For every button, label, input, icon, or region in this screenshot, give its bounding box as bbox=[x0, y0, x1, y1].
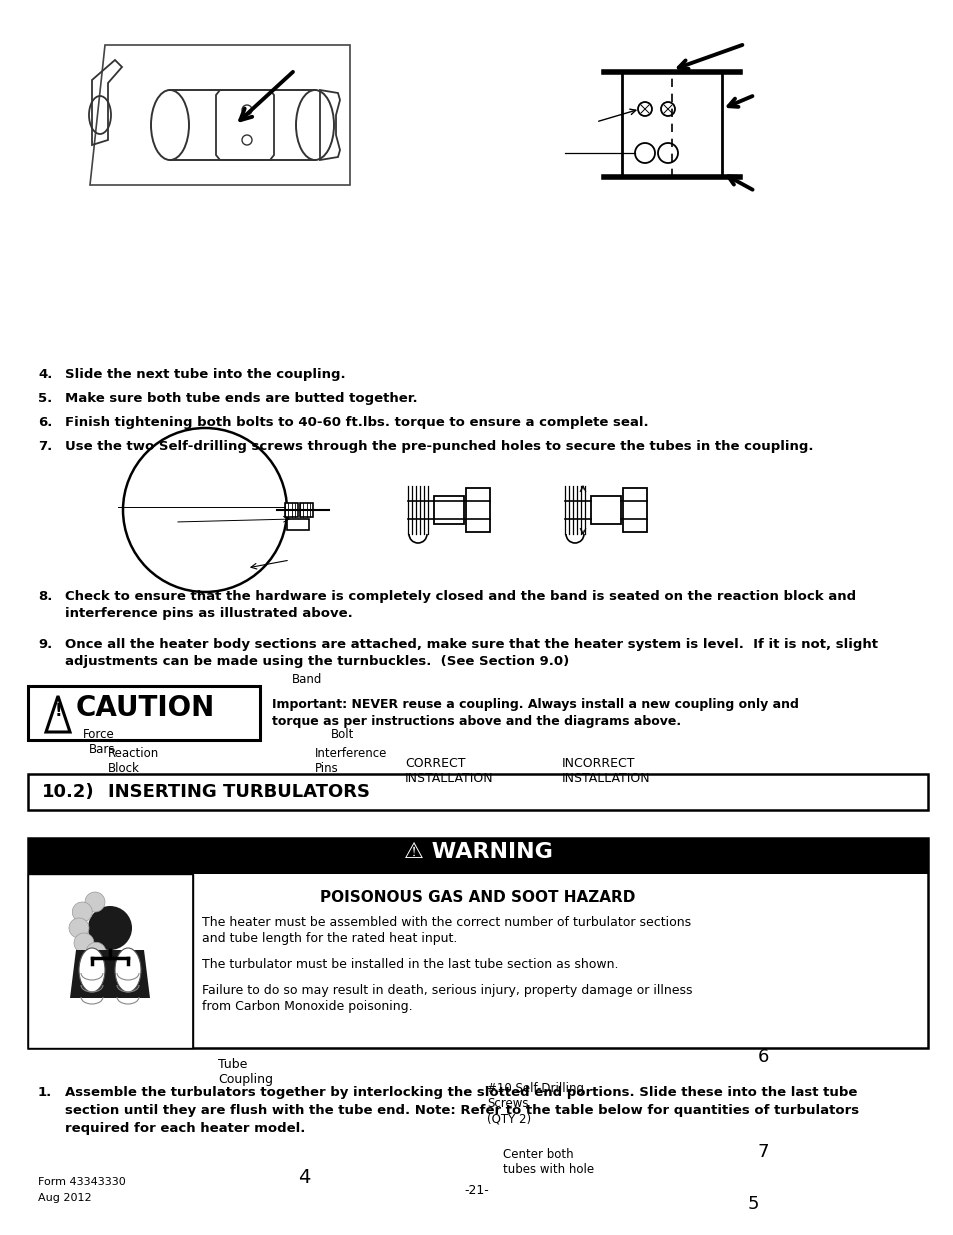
Text: 7: 7 bbox=[758, 1144, 769, 1161]
Circle shape bbox=[74, 932, 94, 953]
Text: Form 43343330: Form 43343330 bbox=[38, 1177, 126, 1187]
Text: Interference
Pins: Interference Pins bbox=[314, 747, 387, 776]
Text: Reaction
Block: Reaction Block bbox=[108, 747, 159, 776]
Bar bbox=[621, 72, 721, 177]
Text: INCORRECT
INSTALLATION: INCORRECT INSTALLATION bbox=[561, 757, 650, 785]
Text: -21-: -21- bbox=[464, 1184, 489, 1197]
Text: torque as per instructions above and the diagrams above.: torque as per instructions above and the… bbox=[272, 715, 680, 727]
Circle shape bbox=[86, 942, 106, 962]
Text: POISONOUS GAS AND SOOT HAZARD: POISONOUS GAS AND SOOT HAZARD bbox=[320, 890, 635, 905]
Text: 1.: 1. bbox=[38, 1086, 52, 1099]
Text: Use the two Self-drilling screws through the pre-punched holes to secure the tub: Use the two Self-drilling screws through… bbox=[65, 440, 813, 453]
Text: CORRECT
INSTALLATION: CORRECT INSTALLATION bbox=[405, 757, 493, 785]
Text: !: ! bbox=[54, 701, 62, 720]
Text: 9.: 9. bbox=[38, 638, 52, 651]
Text: 5.: 5. bbox=[38, 391, 52, 405]
Bar bbox=[28, 685, 260, 740]
Text: Once all the heater body sections are attached, make sure that the heater system: Once all the heater body sections are at… bbox=[65, 638, 877, 651]
Text: and tube length for the rated heat input.: and tube length for the rated heat input… bbox=[202, 932, 456, 945]
Ellipse shape bbox=[79, 948, 105, 992]
Bar bbox=[28, 874, 193, 1049]
Text: adjustments can be made using the turnbuckles.  (See Section 9.0): adjustments can be made using the turnbu… bbox=[65, 655, 569, 668]
Text: 6: 6 bbox=[758, 1049, 768, 1066]
Text: from Carbon Monoxide poisoning.: from Carbon Monoxide poisoning. bbox=[202, 1000, 413, 1013]
Bar bbox=[590, 496, 620, 524]
Text: Band: Band bbox=[292, 673, 322, 685]
Bar bbox=[28, 774, 927, 810]
Text: Slide the next tube into the coupling.: Slide the next tube into the coupling. bbox=[65, 368, 345, 382]
Text: 6.: 6. bbox=[38, 416, 52, 429]
Polygon shape bbox=[70, 950, 150, 998]
Circle shape bbox=[69, 918, 89, 939]
Bar bbox=[465, 488, 490, 532]
Bar bbox=[434, 496, 463, 524]
Bar bbox=[622, 488, 646, 532]
Text: 10.2): 10.2) bbox=[42, 783, 94, 802]
Text: 8.: 8. bbox=[38, 590, 52, 603]
Text: The turbulator must be installed in the last tube section as shown.: The turbulator must be installed in the … bbox=[202, 958, 618, 971]
Bar bbox=[28, 839, 927, 874]
Text: The heater must be assembled with the correct number of turbulator sections: The heater must be assembled with the co… bbox=[202, 916, 690, 929]
Text: 5: 5 bbox=[747, 1195, 759, 1213]
Text: Important: NEVER reuse a coupling. Always install a new coupling only and: Important: NEVER reuse a coupling. Alway… bbox=[272, 698, 798, 711]
Circle shape bbox=[85, 892, 105, 911]
Text: Center both
tubes with hole: Center both tubes with hole bbox=[502, 1149, 594, 1176]
Text: Tube
Coupling: Tube Coupling bbox=[218, 1058, 273, 1086]
Bar bbox=[28, 839, 927, 1049]
Text: Aug 2012: Aug 2012 bbox=[38, 1193, 91, 1203]
Bar bbox=[287, 519, 309, 530]
Text: interference pins as illustrated above.: interference pins as illustrated above. bbox=[65, 606, 353, 620]
Text: 7.: 7. bbox=[38, 440, 52, 453]
Bar bbox=[285, 503, 297, 517]
Text: #10 Self-Drilling
Screws
(QTY 2): #10 Self-Drilling Screws (QTY 2) bbox=[486, 1082, 583, 1125]
Text: Force
Bars: Force Bars bbox=[83, 727, 115, 756]
Text: Make sure both tube ends are butted together.: Make sure both tube ends are butted toge… bbox=[65, 391, 417, 405]
Text: Assemble the turbulators together by interlocking the slotted end portions. Slid: Assemble the turbulators together by int… bbox=[65, 1086, 857, 1099]
Ellipse shape bbox=[115, 948, 141, 992]
Circle shape bbox=[88, 906, 132, 950]
Text: 4: 4 bbox=[297, 1168, 310, 1187]
Text: CAUTION: CAUTION bbox=[76, 694, 215, 722]
Circle shape bbox=[72, 902, 92, 923]
Text: required for each heater model.: required for each heater model. bbox=[65, 1123, 305, 1135]
Text: Check to ensure that the hardware is completely closed and the band is seated on: Check to ensure that the hardware is com… bbox=[65, 590, 855, 603]
Text: INSERTING TURBULATORS: INSERTING TURBULATORS bbox=[108, 783, 370, 802]
Text: ⚠ WARNING: ⚠ WARNING bbox=[403, 842, 552, 862]
Text: Finish tightening both bolts to 40-60 ft.lbs. torque to ensure a complete seal.: Finish tightening both bolts to 40-60 ft… bbox=[65, 416, 648, 429]
Text: Failure to do so may result in death, serious injury, property damage or illness: Failure to do so may result in death, se… bbox=[202, 984, 692, 997]
Text: Bolt: Bolt bbox=[331, 727, 354, 741]
Text: section until they are flush with the tube end. Note: Refer to the table below f: section until they are flush with the tu… bbox=[65, 1104, 859, 1116]
Bar bbox=[299, 503, 313, 517]
Text: 4.: 4. bbox=[38, 368, 52, 382]
